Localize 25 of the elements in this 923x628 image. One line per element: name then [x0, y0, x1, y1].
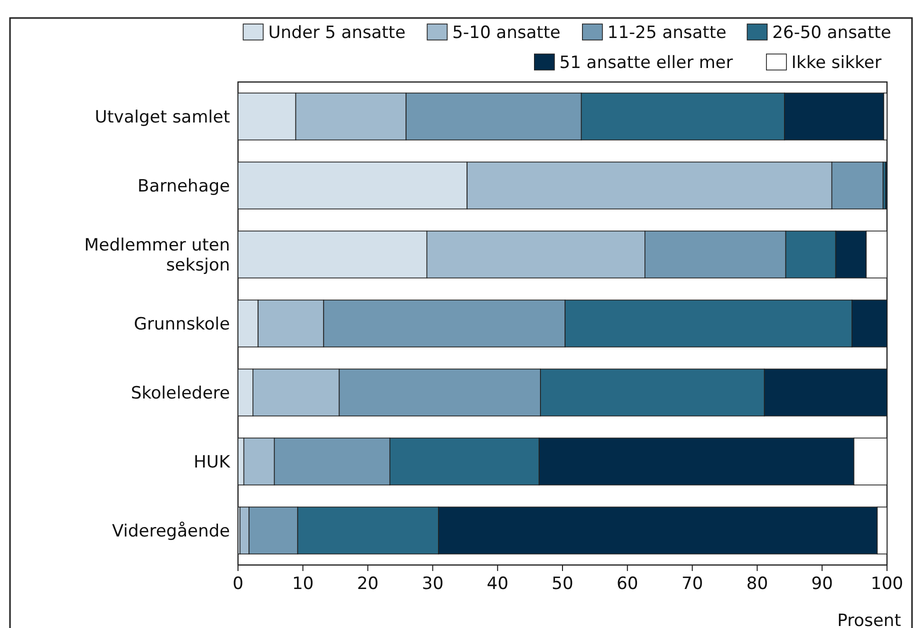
- y-tick-label: HUK: [194, 452, 231, 472]
- legend-label: 51 ansatte eller mer: [559, 53, 733, 73]
- y-tick-label: Medlemmer uten seksjon: [84, 236, 230, 276]
- legend-label: Under 5 ansatte: [268, 23, 406, 43]
- legend-label: 26-50 ansatte: [772, 23, 892, 43]
- y-tick-label: Skoleledere: [130, 384, 230, 404]
- x-tick-label: 20: [356, 574, 379, 594]
- x-tick-label: 40: [486, 574, 508, 594]
- y-tick-label: Utvalget samlet: [94, 108, 230, 128]
- legend-label: 5-10 ansatte: [452, 23, 560, 43]
- x-tick-label: 50: [552, 574, 574, 594]
- x-tick-label: 60: [616, 574, 638, 594]
- x-tick-label: 30: [422, 574, 444, 594]
- x-tick-label: 0: [232, 574, 244, 594]
- x-tick-label: 100: [870, 574, 904, 594]
- legend-label: Ikke sikker: [791, 53, 882, 73]
- x-tick-label: 80: [746, 574, 768, 594]
- y-tick-label: Barnehage: [138, 176, 230, 196]
- y-tick-label: Videregående: [112, 522, 230, 542]
- legend-label: 11-25 ansatte: [607, 23, 726, 43]
- x-axis-title: Prosent: [837, 611, 902, 628]
- x-tick-label: 10: [292, 574, 314, 594]
- x-tick-label: 90: [811, 574, 833, 594]
- y-tick-label: Grunnskole: [134, 314, 230, 334]
- x-tick-label: 70: [681, 574, 704, 594]
